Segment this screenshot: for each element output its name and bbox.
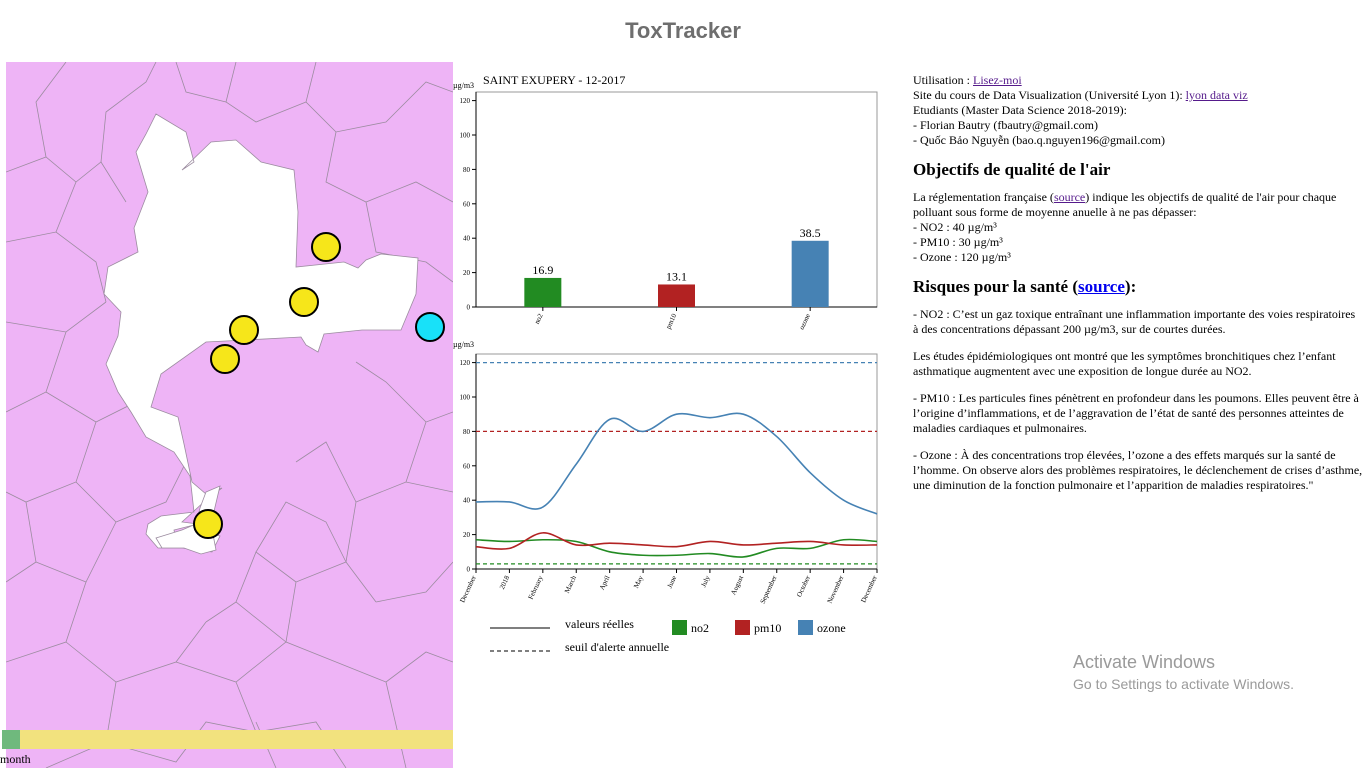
station-marker-selected[interactable] <box>415 312 445 342</box>
bar-ozone[interactable] <box>791 240 829 307</box>
bar-value-label: 16.9 <box>532 263 553 277</box>
risks-title: Risques pour la santé (source): <box>913 277 1137 296</box>
bar-y-tick-label: 0 <box>467 304 471 312</box>
stations <box>193 232 445 539</box>
line-x-tick-label: May <box>632 574 645 589</box>
line-x-tick-label: February <box>527 574 545 601</box>
line-y-tick-label: 120 <box>460 359 471 367</box>
lyon-area <box>103 113 419 553</box>
station-marker[interactable] <box>289 287 319 317</box>
bar-chart-unit: µg/m3 <box>453 81 474 90</box>
line-chart-legend: valeurs réelles seuil d'alerte annuelle … <box>490 617 846 654</box>
legend-no2-swatch <box>672 620 687 635</box>
line-chart-unit: µg/m3 <box>453 340 474 349</box>
line-x-tick-label: September <box>759 574 779 605</box>
line-x-tick-label: July <box>700 574 712 588</box>
bar-pm10[interactable] <box>658 284 695 307</box>
line-chart-frame <box>475 353 878 570</box>
line-x-tick-label: November <box>826 574 846 605</box>
info-panel: Utilisation : Lisez-moi Site du cours de… <box>913 73 1363 505</box>
station-marker[interactable] <box>311 232 341 262</box>
bar-y-tick-label: 100 <box>460 132 471 140</box>
app-title: ToxTracker <box>625 18 741 43</box>
risks-source-link[interactable]: source <box>1078 277 1125 296</box>
station-marker[interactable] <box>210 344 240 374</box>
line-x-tick-label: April <box>598 574 612 591</box>
bar-y-tick-label: 80 <box>463 166 471 174</box>
line-y-tick-label: 60 <box>463 462 471 470</box>
line-x-tick-label: March <box>563 574 578 594</box>
line-x-tick-label: December <box>458 574 478 604</box>
station-marker[interactable] <box>193 509 223 539</box>
legend-ozone-swatch <box>798 620 813 635</box>
line-x-tick-label: 2018 <box>498 574 511 591</box>
month-slider-label: month <box>0 752 31 766</box>
line-y-tick-label: 100 <box>460 394 471 402</box>
course-line: Site du cours de Data Visualization (Uni… <box>913 88 1248 102</box>
watermark-line-1: Activate Windows <box>1073 652 1216 672</box>
windows-watermark: Activate Windows Go to Settings to activ… <box>1073 652 1294 696</box>
month-slider-handle[interactable] <box>2 730 20 749</box>
month-slider-track[interactable] <box>2 730 453 749</box>
objective-ozone: - Ozone : 120 µg/m³ <box>913 250 1011 264</box>
legend-solid-label: valeurs réelles <box>565 617 634 631</box>
bar-chart-title: SAINT EXUPERY - 12-2017 <box>483 73 625 87</box>
student-2: - Quốc Bảo Nguyễn (bao.q.nguyen196@gmail… <box>913 133 1165 147</box>
bar-no2[interactable] <box>524 277 562 307</box>
risk-ozone: - Ozone : À des concentrations trop élev… <box>913 448 1363 492</box>
objectives-title: Objectifs de qualité de l'air <box>913 160 1111 179</box>
line-x-tick-label: October <box>795 574 812 598</box>
watermark-line-2: Go to Settings to activate Windows. <box>1073 676 1294 692</box>
station-marker[interactable] <box>229 315 259 345</box>
objectives-text: La réglementation française (source) ind… <box>913 190 1337 264</box>
objective-pm10: - PM10 : 30 µg/m³ <box>913 235 1003 249</box>
line-y-tick-label: 0 <box>467 566 471 574</box>
bar-x-tick-label: no2 <box>533 312 545 325</box>
line-y-tick-label: 20 <box>463 531 471 539</box>
risk-no2: - NO2 : C’est un gaz toxique entraînant … <box>913 307 1356 336</box>
series-line-pm10[interactable] <box>475 532 878 550</box>
legend-dashed-label: seuil d'alerte annuelle <box>565 640 669 654</box>
bar-y-tick-label: 60 <box>463 200 471 208</box>
series-line-no2[interactable] <box>475 538 878 558</box>
bar-y-tick-label: 120 <box>460 97 471 105</box>
objective-no2: - NO2 : 40 µg/m³ <box>913 220 997 234</box>
bar-y-tick-label: 20 <box>463 269 471 277</box>
bar-chart: µg/m3 SAINT EXUPERY - 12-2017 0 20 40 60 80 1… <box>453 73 878 331</box>
course-link[interactable]: lyon data viz <box>1185 88 1248 102</box>
legend-pm10-label: pm10 <box>754 621 781 635</box>
usage-line: Utilisation : Lisez-moi <box>913 73 1022 87</box>
bar-value-label: 13.1 <box>666 269 687 283</box>
legend-no2-label: no2 <box>691 621 709 635</box>
line-y-tick-label: 40 <box>463 497 471 505</box>
risk-no2-long: Les études épidémiologiques ont montré q… <box>913 349 1336 378</box>
objectives-source-link[interactable]: source <box>1053 190 1086 204</box>
students-heading: Etudiants (Master Data Science 2018-2019… <box>913 103 1127 117</box>
legend-pm10-swatch <box>735 620 750 635</box>
line-x-tick-label: June <box>666 574 679 589</box>
line-x-tick-label: August <box>729 574 745 596</box>
risk-pm10: - PM10 : Les particules fines pénètrent … <box>913 391 1359 435</box>
bar-x-tick-label: pm10 <box>664 312 678 330</box>
station-map[interactable] <box>6 62 453 768</box>
series-line-ozone[interactable] <box>475 412 878 515</box>
line-y-tick-label: 80 <box>463 428 471 436</box>
line-chart: µg/m3 0 20 40 60 80 100 120 December 2018 Februar… <box>453 340 879 654</box>
legend-ozone-label: ozone <box>817 621 846 635</box>
line-x-tick-label: December <box>859 574 879 604</box>
readme-link[interactable]: Lisez-moi <box>973 73 1022 87</box>
bar-value-label: 38.5 <box>800 226 821 240</box>
bar-x-tick-label: ozone <box>798 312 812 331</box>
student-1: - Florian Bautry (fbautry@gmail.com) <box>913 118 1099 132</box>
bar-y-tick-label: 40 <box>463 235 471 243</box>
